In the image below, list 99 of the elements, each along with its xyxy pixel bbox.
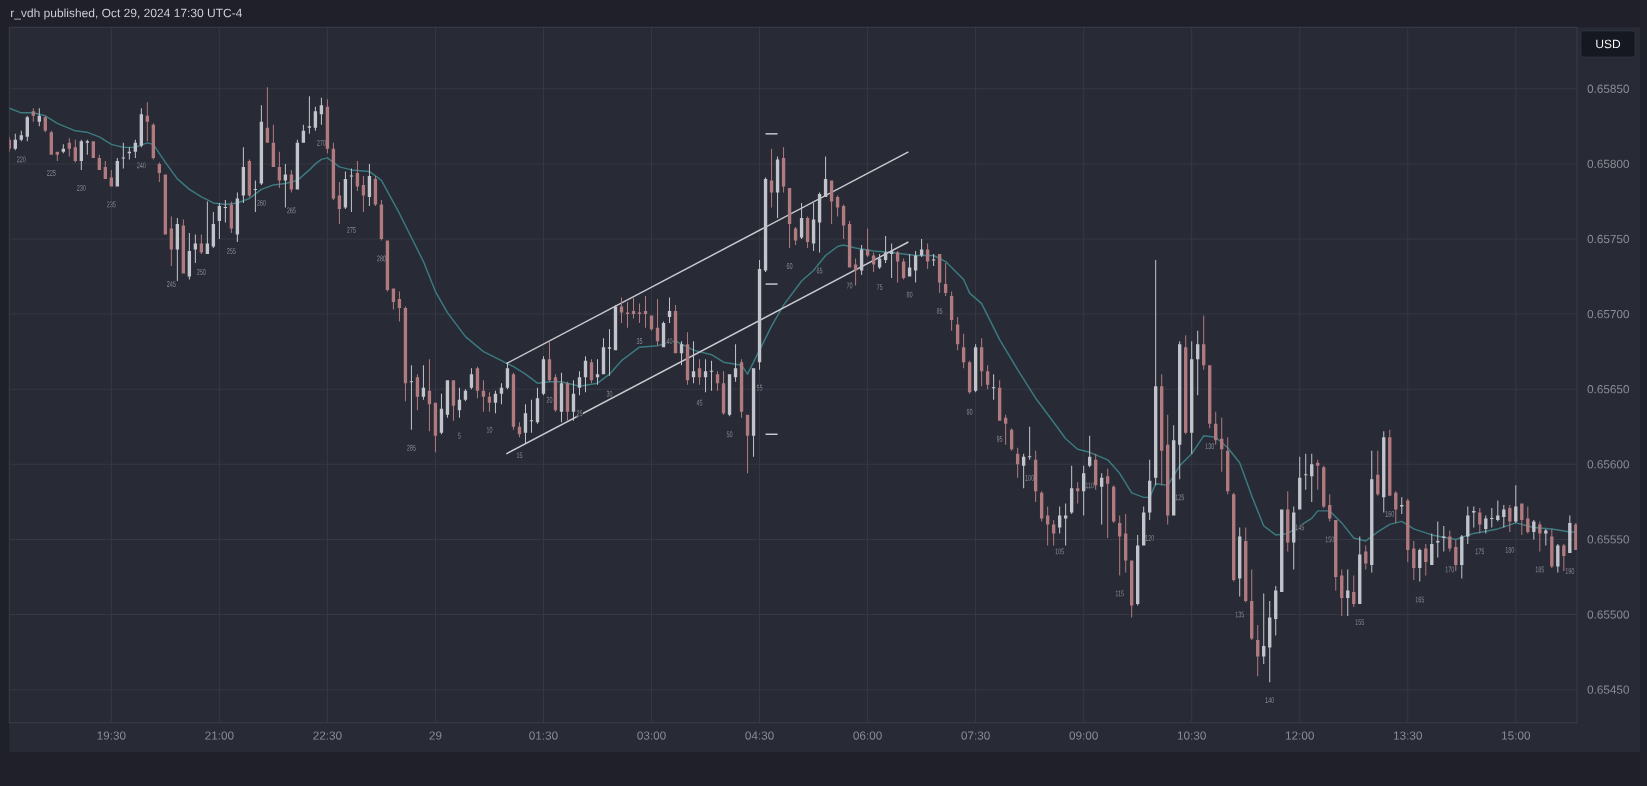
annotation: 60: [786, 263, 793, 269]
y-tick-label: 0.65800: [1587, 159, 1630, 169]
x-tick-label: 06:00: [853, 731, 882, 740]
annotation: 15: [516, 452, 523, 459]
annotation: 40: [666, 338, 673, 345]
x-tick-label: 10:30: [1177, 731, 1206, 740]
annotation: 20: [546, 396, 553, 403]
candlestick: [1304, 453, 1308, 490]
candlestick: [709, 360, 714, 391]
annotation: 55: [756, 384, 763, 391]
annotation: 95: [996, 435, 1003, 442]
candlestick: [991, 374, 996, 400]
candlestick: [1105, 468, 1110, 538]
candlestick: [409, 365, 414, 430]
y-tick-label: 0.65850: [1587, 84, 1630, 93]
candlestick: [1027, 426, 1032, 460]
annotation: 140: [1265, 697, 1275, 704]
annotation: 230: [77, 184, 86, 191]
y-tick-label: 0.65550: [1587, 535, 1630, 544]
annotation: 165: [1415, 596, 1425, 603]
candlestick: [85, 139, 89, 155]
x-tick-label: 21:00: [205, 731, 234, 740]
annotation: 50: [726, 431, 733, 438]
annotation: 175: [1475, 548, 1485, 555]
annotation: 160: [1385, 510, 1395, 517]
annotation: 5: [458, 432, 461, 439]
annotation: 245: [167, 281, 176, 287]
x-tick-label: 22:30: [313, 731, 342, 740]
annotation: 135: [1235, 611, 1245, 618]
candlestick: [1490, 507, 1494, 528]
x-tick-label: 12:00: [1285, 731, 1314, 740]
annotation: 75: [876, 284, 883, 290]
annotation: 220: [17, 156, 26, 163]
annotation: 90: [966, 408, 973, 415]
annotation: 10: [486, 426, 493, 433]
annotation: 80: [906, 291, 913, 298]
annotation: 30: [606, 390, 613, 397]
y-tick-label: 0.65600: [1587, 460, 1630, 469]
y-tick-label: 0.65700: [1587, 309, 1630, 319]
annotation: 250: [197, 269, 206, 275]
line-series: [9, 107, 1577, 542]
y-axis-title: USD: [1596, 39, 1621, 49]
x-tick-label: 29: [429, 731, 442, 740]
x-tick-label: 04:30: [745, 731, 774, 740]
annotation: 115: [1115, 590, 1124, 597]
x-tick-label: 09:00: [1069, 731, 1098, 740]
x-tick-label: 07:30: [961, 731, 990, 740]
annotation: 155: [1355, 619, 1365, 625]
annotation: 185: [1535, 566, 1545, 573]
annotation: 190: [1565, 568, 1575, 574]
x-tick-label: 13:30: [1393, 731, 1422, 740]
annotation: 275: [347, 227, 356, 233]
annotation: 260: [257, 200, 266, 206]
x-tick-label: 03:00: [637, 731, 666, 740]
annotation: 25: [576, 410, 583, 417]
x-tick-label: 01:30: [529, 731, 558, 740]
annotation: 170: [1445, 566, 1455, 573]
annotation: 240: [137, 162, 146, 169]
candlestick: [643, 296, 648, 328]
annotation: 255: [227, 248, 236, 254]
annotation: 180: [1505, 547, 1515, 553]
y-tick-label: 0.65650: [1587, 385, 1630, 394]
candlestick: [607, 329, 612, 376]
candlestick: [223, 199, 228, 223]
annotation: 100: [1025, 474, 1034, 481]
candlestick: [1568, 515, 1572, 553]
candlestick: [307, 96, 312, 134]
annotation: 105: [1055, 548, 1064, 555]
annotation: 150: [1325, 536, 1335, 543]
y-tick-label: 0.65450: [1587, 685, 1630, 694]
candlestick: [253, 180, 258, 212]
annotation: 285: [407, 444, 416, 451]
annotation: 65: [816, 267, 823, 274]
annotation: 265: [287, 207, 296, 214]
annotation: 70: [846, 282, 853, 289]
annotation: 85: [936, 308, 943, 315]
candlestick: [1063, 503, 1068, 546]
candlestick: [529, 399, 534, 433]
y-tick-label: 0.65500: [1587, 610, 1630, 619]
x-tick-label: 15:00: [1502, 731, 1531, 740]
annotation: 130: [1205, 443, 1215, 450]
candlestick: [121, 142, 126, 169]
candlestick: [931, 254, 936, 267]
annotation: 110: [1085, 482, 1094, 489]
candlestick: [1562, 543, 1566, 571]
candlestick: [349, 168, 354, 212]
candlestick: [1316, 459, 1320, 490]
annotation: 35: [636, 338, 643, 345]
candlestick: [1436, 521, 1440, 558]
annotation: 235: [107, 201, 116, 208]
annotation: 45: [696, 399, 703, 406]
annotation: 280: [377, 255, 386, 262]
annotation: 225: [47, 169, 56, 176]
chart-title: r_vdh published, Oct 29, 2024 17:30 UTC-4: [11, 8, 242, 20]
annotation: 270: [317, 139, 326, 146]
candlestick: [625, 302, 630, 328]
y-tick-label: 0.65750: [1587, 234, 1630, 244]
candlestick: [1442, 525, 1446, 552]
x-tick-label: 19:30: [97, 731, 126, 740]
